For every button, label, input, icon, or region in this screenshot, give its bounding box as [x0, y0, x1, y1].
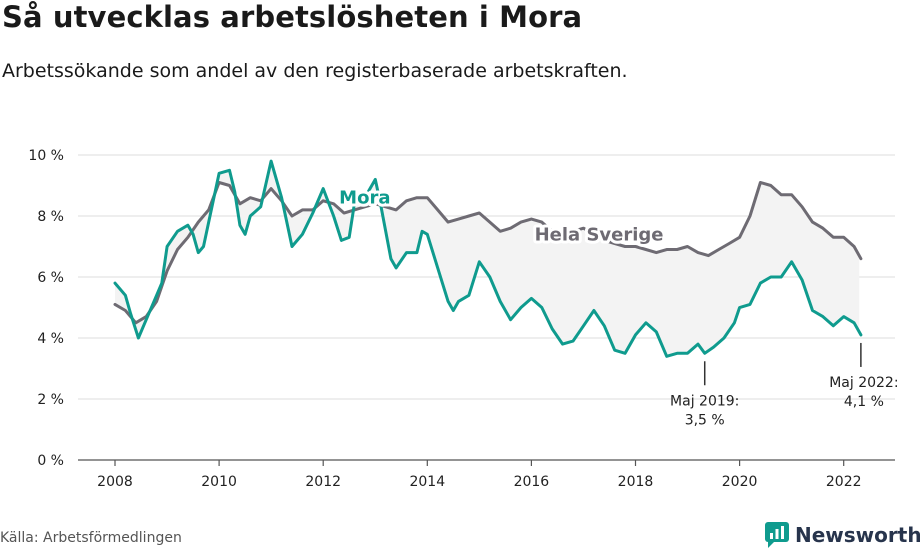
chart-title: Så utvecklas arbetslösheten i Mora	[2, 0, 583, 34]
difference-band	[115, 161, 860, 357]
chart-subtitle: Arbetssökande som andel av den registerb…	[2, 60, 628, 82]
series-label: Mora	[339, 188, 390, 209]
annotation-label-value: 3,5 %	[685, 412, 725, 428]
series-label-halo: Hela Sverige	[535, 224, 664, 245]
x-axis: 2008 2010 2012 2014 2016 2018 2020 2022	[97, 460, 862, 490]
annotation-label-value: 4,1 %	[844, 394, 884, 410]
x-tick-label: 2010	[201, 474, 237, 490]
x-tick-label: 2022	[826, 474, 862, 490]
series-label-halo: Mora	[339, 188, 390, 209]
series-line-mora	[113, 159, 863, 358]
x-tick-label: 2016	[514, 474, 550, 490]
x-tick-label: 2008	[97, 474, 133, 490]
series-lines	[113, 159, 863, 358]
y-tick-label: 0 %	[37, 453, 64, 469]
x-tick-label: 2018	[618, 474, 654, 490]
y-tick-label: 2 %	[37, 392, 64, 408]
x-tick-label: 2020	[722, 474, 758, 490]
x-tick-label: 2012	[305, 474, 341, 490]
annotation-label-date: Maj 2022:	[829, 375, 898, 391]
annotation-label-date: Maj 2019:	[670, 393, 739, 409]
band-area	[115, 161, 860, 357]
series-line-hela-sverige	[113, 181, 863, 325]
annotations: Maj 2019: 3,5 % Maj 2022: 4,1 %	[670, 342, 899, 428]
y-tick-label: 4 %	[37, 331, 64, 347]
source-note: Källa: Arbetsförmedlingen	[0, 530, 182, 546]
logo-icon	[765, 522, 789, 548]
y-tick-label: 6 %	[37, 270, 64, 286]
y-tick-label: 10 %	[28, 148, 64, 164]
newsworthy-logo: Newsworthy	[765, 520, 920, 550]
brand-name: Newsworthy	[795, 523, 920, 547]
x-tick-label: 2014	[409, 474, 445, 490]
y-tick-label: 8 %	[37, 209, 64, 225]
series-label: Hela Sverige	[535, 224, 664, 245]
